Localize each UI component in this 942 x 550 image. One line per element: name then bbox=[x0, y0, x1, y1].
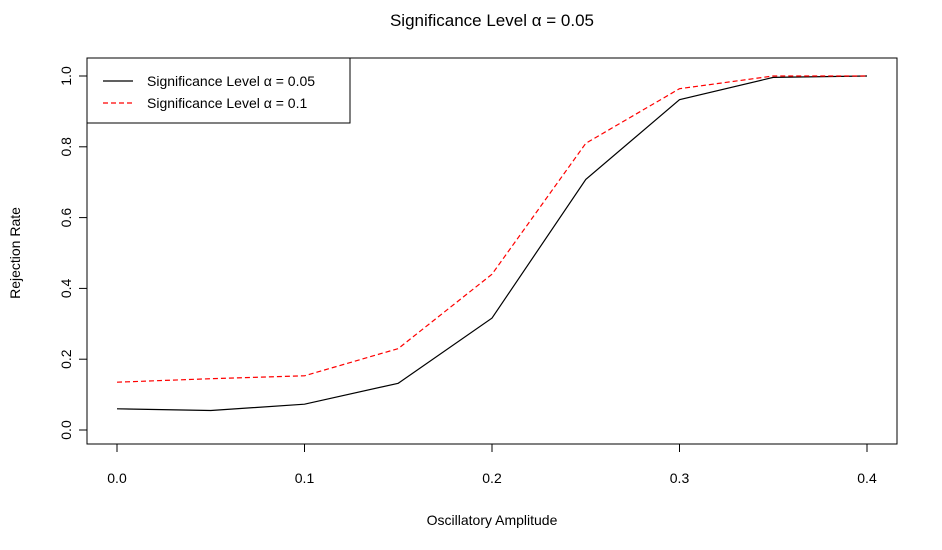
x-axis-label: Oscillatory Amplitude bbox=[427, 512, 558, 528]
series-layer bbox=[116, 75, 868, 412]
x-tick-label: 0.4 bbox=[857, 470, 877, 486]
legend-box bbox=[86, 57, 351, 124]
x-axis: 0.0 0.1 0.2 0.3 0.4 bbox=[107, 443, 877, 486]
series-line-1 bbox=[116, 75, 867, 383]
y-tick-label: 0.6 bbox=[58, 208, 74, 228]
y-tick-label: 0.4 bbox=[58, 278, 74, 298]
legend-entries: Significance Level α = 0.05 Significance … bbox=[103, 73, 315, 111]
y-axis: 0.0 0.2 0.4 0.6 0.8 1.0 bbox=[58, 66, 88, 440]
x-tick-label: 0.1 bbox=[295, 470, 315, 486]
y-axis-label: Rejection Rate bbox=[7, 207, 23, 299]
x-tick-label: 0.2 bbox=[482, 470, 502, 486]
legend-label-1: Significance Level α = 0.1 bbox=[147, 95, 307, 111]
x-tick-label: 0.0 bbox=[107, 470, 127, 486]
x-tick-label: 0.3 bbox=[670, 470, 690, 486]
series-line-0 bbox=[116, 75, 868, 412]
y-tick-label: 0.2 bbox=[58, 349, 74, 369]
y-tick-label: 1.0 bbox=[58, 66, 74, 86]
y-tick-label: 0.0 bbox=[58, 420, 74, 440]
chart-title: Significance Level α = 0.05 bbox=[390, 11, 594, 30]
y-tick-label: 0.8 bbox=[58, 137, 74, 157]
legend: Significance Level α = 0.05 Significance … bbox=[86, 57, 351, 124]
legend-label-0: Significance Level α = 0.05 bbox=[147, 73, 315, 89]
